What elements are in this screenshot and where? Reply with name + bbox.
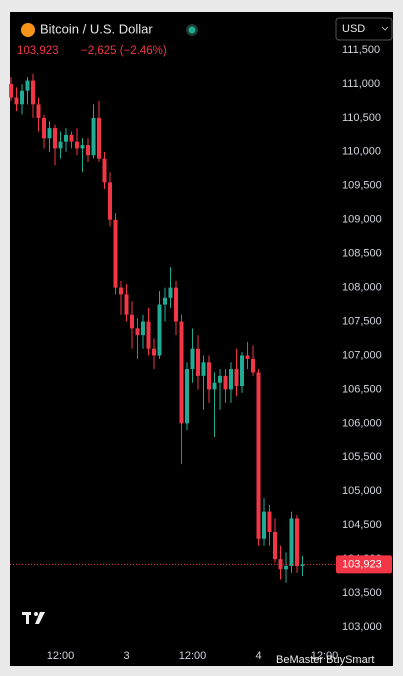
candle-body — [212, 382, 217, 390]
candle-body — [14, 97, 19, 105]
x-tick-label: 3 — [123, 650, 129, 662]
candle-body — [141, 321, 145, 336]
candle-body — [207, 362, 211, 390]
x-tick-label: 12:00 — [311, 650, 339, 662]
candle-body — [300, 564, 305, 566]
quote-price: 103,923 — [17, 45, 59, 57]
y-tick-label: 105,500 — [342, 451, 382, 463]
candle-body — [251, 358, 255, 373]
candle-body — [262, 511, 266, 539]
candle-body — [42, 117, 46, 139]
candle-body — [130, 314, 134, 329]
candle-body — [157, 304, 162, 356]
candle-body — [196, 348, 200, 376]
candle-body — [113, 219, 118, 288]
candle-body — [185, 369, 189, 424]
y-tick-label: 106,500 — [342, 383, 382, 395]
candle-body — [245, 355, 250, 359]
candle-body — [146, 321, 151, 349]
plot: 103,000103,500104,000104,500105,000105,5… — [9, 44, 392, 662]
y-tick-label: 106,000 — [342, 417, 382, 429]
status-dot — [188, 26, 196, 34]
candle-body — [119, 287, 123, 295]
candle-body — [163, 297, 167, 305]
candle-body — [190, 348, 195, 370]
last-price-label: 103,923 — [342, 558, 382, 570]
dropdown-caret — [381, 26, 389, 31]
y-tick-label: 108,000 — [342, 282, 382, 294]
currency-select[interactable] — [335, 17, 393, 41]
candle-body — [80, 145, 85, 149]
y-tick-label: 107,000 — [342, 349, 382, 361]
candle-body — [201, 362, 206, 376]
coin-icon — [21, 23, 35, 37]
candle-body — [64, 134, 68, 142]
candle-body — [25, 80, 30, 91]
candle-body — [218, 375, 222, 383]
candle-body — [168, 287, 173, 298]
candle-body — [53, 128, 57, 149]
candle-body — [75, 141, 79, 149]
candle-body — [97, 117, 101, 159]
candle-body — [58, 141, 63, 149]
candle-body — [31, 80, 35, 105]
candle-body — [47, 128, 52, 139]
x-tick-label: 12:00 — [47, 650, 75, 662]
candle-body — [179, 321, 184, 424]
candle-body — [124, 294, 129, 315]
candle-body — [69, 134, 74, 142]
candle-body — [284, 565, 288, 570]
candle-body — [36, 104, 41, 118]
watermark: BeMaster BuySmart — [276, 654, 374, 666]
candle-body — [86, 145, 90, 156]
candle-body — [273, 531, 277, 560]
y-tick-label: 104,500 — [342, 519, 382, 531]
y-tick-label: 110,500 — [342, 112, 381, 124]
candle-body — [102, 158, 107, 183]
candle-body — [174, 287, 178, 322]
candle-body — [20, 90, 24, 105]
candle-body — [267, 511, 272, 532]
y-tick-label: 103,500 — [342, 587, 382, 599]
candle-body — [108, 182, 112, 220]
y-tick-label: 105,000 — [342, 485, 382, 497]
candle-body — [289, 518, 294, 566]
candle-body — [229, 369, 233, 390]
candle-body — [135, 328, 140, 336]
currency-label[interactable]: USD — [342, 23, 365, 35]
candle-body — [9, 83, 13, 98]
y-tick-label: 107,500 — [342, 315, 382, 327]
y-tick-label: 108,500 — [342, 248, 382, 260]
y-tick-label: 110,000 — [342, 146, 381, 158]
chart-title: Bitcoin / U.S. Dollar — [40, 21, 153, 36]
candle-body — [240, 355, 244, 387]
x-tick-label: 4 — [255, 650, 261, 662]
candle-body — [223, 375, 228, 390]
y-tick-label: 109,000 — [342, 214, 382, 226]
candle-body — [256, 372, 261, 539]
y-tick-label: 111,000 — [342, 78, 380, 90]
y-tick-label: 111,500 — [342, 44, 380, 56]
chart-panel — [10, 12, 393, 666]
candle-body — [152, 348, 156, 356]
quote-change: −2,625 (−2.46%) — [81, 45, 167, 57]
x-tick-label: 12:00 — [179, 650, 207, 662]
candle-body — [234, 369, 239, 387]
last-price-box — [336, 555, 392, 574]
candle-body — [91, 117, 96, 156]
tv-logo — [22, 612, 45, 624]
y-tick-label: 109,500 — [342, 180, 382, 192]
candle-body — [295, 518, 299, 566]
y-tick-label: 103,000 — [342, 621, 382, 633]
